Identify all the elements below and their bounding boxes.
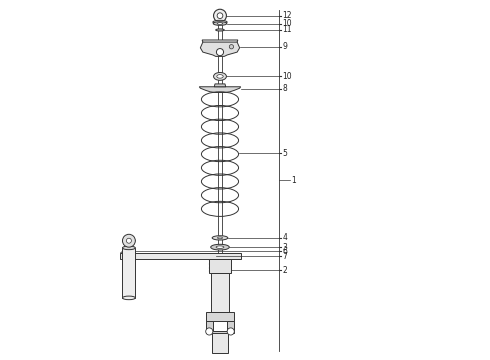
Circle shape — [217, 13, 223, 18]
Text: 9: 9 — [283, 42, 287, 51]
Ellipse shape — [218, 237, 222, 239]
Circle shape — [217, 49, 223, 56]
Text: 12: 12 — [283, 11, 292, 20]
Ellipse shape — [214, 72, 226, 80]
Circle shape — [206, 328, 213, 335]
Text: 5: 5 — [283, 149, 287, 158]
Ellipse shape — [216, 246, 224, 248]
Polygon shape — [214, 84, 226, 87]
Ellipse shape — [213, 22, 227, 25]
Ellipse shape — [217, 75, 223, 78]
Circle shape — [227, 328, 234, 335]
Circle shape — [229, 45, 234, 49]
Bar — [211, 273, 229, 312]
Ellipse shape — [211, 244, 229, 250]
Bar — [209, 258, 231, 273]
Ellipse shape — [212, 236, 228, 240]
Circle shape — [122, 234, 135, 247]
Bar — [212, 331, 228, 353]
Polygon shape — [199, 87, 241, 93]
Ellipse shape — [122, 246, 135, 249]
Text: 6: 6 — [283, 247, 287, 256]
Polygon shape — [202, 40, 238, 46]
Polygon shape — [206, 321, 234, 333]
Polygon shape — [200, 42, 240, 57]
Text: 10: 10 — [283, 19, 292, 28]
Text: 8: 8 — [283, 84, 287, 93]
Bar — [120, 253, 242, 259]
Circle shape — [214, 9, 226, 22]
Circle shape — [126, 238, 131, 243]
Text: 1: 1 — [291, 176, 295, 185]
Text: 11: 11 — [283, 26, 292, 35]
Ellipse shape — [213, 20, 227, 24]
Ellipse shape — [122, 296, 135, 300]
Text: 2: 2 — [283, 266, 287, 275]
Text: 7: 7 — [283, 252, 287, 261]
Ellipse shape — [216, 29, 224, 31]
Text: 10: 10 — [283, 72, 292, 81]
Bar — [122, 248, 135, 298]
Text: 4: 4 — [283, 233, 287, 242]
Text: 3: 3 — [283, 243, 287, 252]
Ellipse shape — [217, 23, 223, 24]
Bar — [206, 312, 234, 321]
